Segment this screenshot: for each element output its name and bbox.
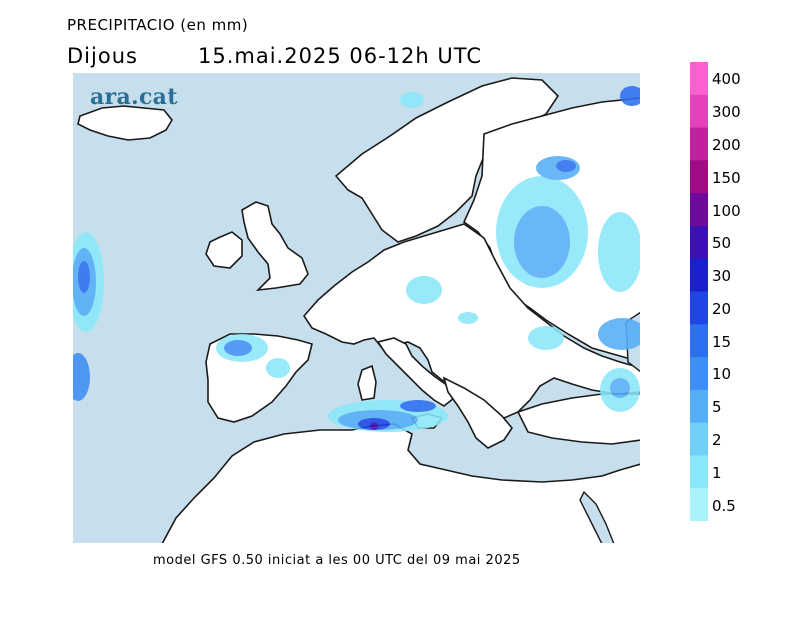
legend-swatch-400 <box>690 62 708 96</box>
map-canvas <box>72 72 641 544</box>
legend-swatch-20 <box>690 291 708 325</box>
landmass-iceland <box>77 105 173 141</box>
brand-logo: ara.cat <box>90 84 178 110</box>
water-red-sea <box>579 490 615 544</box>
legend-swatch-50 <box>690 225 708 260</box>
precipitation-map <box>72 72 641 544</box>
legend-label-30: 30 <box>712 267 732 286</box>
legend-label-20: 20 <box>712 299 732 318</box>
legend-color-bar <box>690 62 708 521</box>
legend-label-150: 150 <box>712 168 741 187</box>
model-info-footer: model GFS 0.50 iniciat a les 00 UTC del … <box>153 553 521 568</box>
legend-swatch-5 <box>690 389 708 424</box>
legend-label-5: 5 <box>712 398 722 417</box>
landmass-sardinia <box>357 364 377 401</box>
legend-swatch-1 <box>690 455 708 489</box>
map-border <box>72 72 641 544</box>
legend-label-10: 10 <box>712 365 732 384</box>
legend-swatch-150 <box>690 160 708 194</box>
legend-label-300: 300 <box>712 103 741 122</box>
legend-swatch-15 <box>690 324 708 358</box>
forecast-day: Dijous <box>67 44 138 68</box>
precipitation-overlay <box>72 86 641 432</box>
legend-label-400: 400 <box>712 70 741 89</box>
landmass-north-africa <box>161 423 641 544</box>
legend-swatch-200 <box>690 127 708 161</box>
legend-swatch-0-5 <box>690 488 708 521</box>
landmass-ireland <box>205 231 243 269</box>
legend-swatch-30 <box>690 258 708 292</box>
legend-swatch-10 <box>690 357 708 391</box>
landmass-great-britain <box>241 201 309 292</box>
legend-label-1: 1 <box>712 463 722 482</box>
chart-title: PRECIPITACIO (en mm) <box>67 16 249 34</box>
forecast-date-range: 15.mai.2025 06-12h UTC <box>198 44 482 68</box>
legend-label-15: 15 <box>712 332 732 351</box>
legend-label-50: 50 <box>712 234 732 253</box>
landmass-balkans <box>442 376 513 449</box>
legend-label-0-5: 0.5 <box>712 496 736 515</box>
legend-label-100: 100 <box>712 201 741 220</box>
legend-label-200: 200 <box>712 135 741 154</box>
legend-label-2: 2 <box>712 431 722 450</box>
legend-swatch-100 <box>690 193 708 227</box>
legend-swatch-300 <box>690 94 708 129</box>
legend-swatch-2 <box>690 422 708 456</box>
